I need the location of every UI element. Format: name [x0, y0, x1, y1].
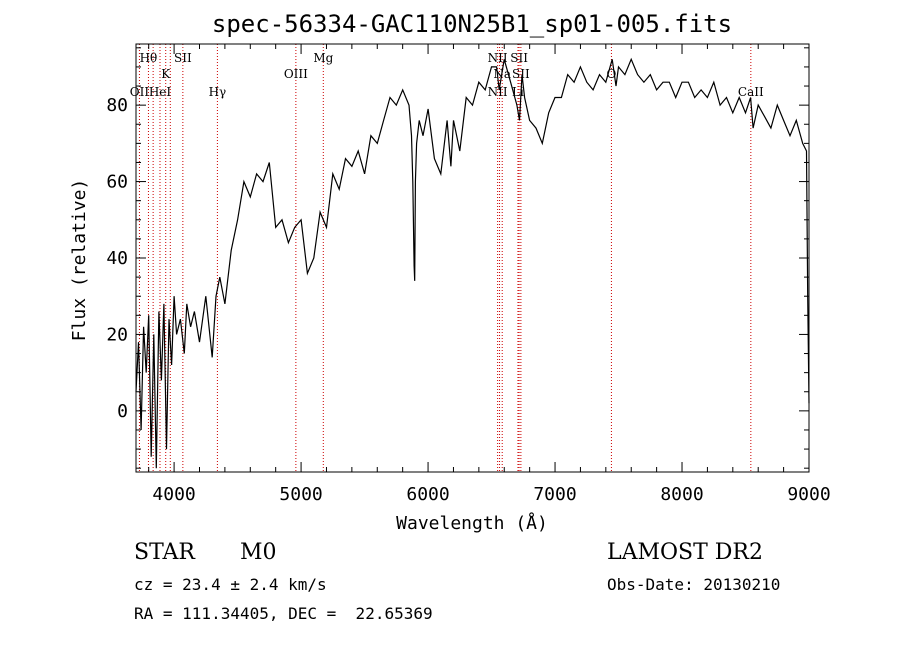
x-tick-label-5000: 5000: [279, 484, 322, 505]
x-tick-label-7000: 7000: [533, 484, 576, 505]
y-tick-label-80: 80: [106, 95, 128, 116]
observation-date: Obs-Date: 20130210: [607, 575, 781, 594]
line-label-9: NII: [488, 85, 508, 99]
x-tick-label-8000: 8000: [660, 484, 703, 505]
spectrum-line: [135, 57, 810, 469]
redshift-velocity: cz = 23.4 ± 2.4 km/s: [134, 575, 327, 594]
line-label-7: Mg: [313, 51, 333, 65]
line-label-10: SII: [510, 51, 528, 65]
plot-frame: [135, 43, 810, 473]
x-tick-label-9000: 9000: [787, 484, 830, 505]
line-label-15: CaII: [738, 85, 764, 99]
y-tick-label-0: 0: [117, 401, 128, 422]
x-tick-label-6000: 6000: [406, 484, 449, 505]
y-axis-label: Flux (relative): [69, 179, 90, 342]
line-label-1: OII: [130, 85, 150, 99]
x-tick-label-4000: 4000: [152, 484, 195, 505]
spectral-class: STAR: [134, 540, 195, 565]
line-label-14: O: [606, 67, 616, 81]
y-tick-label-20: 20: [106, 324, 128, 345]
chart-title: spec-56334-GAC110N25B1_sp01-005.fits: [212, 10, 732, 38]
line-label-12: SII: [512, 67, 530, 81]
line-label-3: HeI: [149, 85, 172, 99]
line-label-6: OIII: [284, 67, 308, 81]
line-label-13: Li: [512, 85, 524, 99]
x-axis-ticks: 4000 5000 6000 7000 8000 9000: [148, 44, 831, 505]
line-label-8: NII: [488, 51, 508, 65]
y-tick-label-60: 60: [106, 172, 128, 193]
line-label-2: K: [161, 67, 171, 81]
y-tick-label-40: 40: [106, 248, 128, 269]
spectral-subclass: M0: [240, 540, 277, 565]
survey-name: LAMOST DR2: [607, 540, 763, 565]
x-axis-label: Wavelength (Å): [396, 512, 548, 534]
y-axis-ticks: 0 20 40 60 80: [106, 47, 809, 469]
line-label-5: Hγ: [209, 85, 227, 99]
emission-line-markers: [138, 44, 752, 472]
line-label-4: SII: [174, 51, 192, 65]
sky-coordinates: RA = 111.34405, DEC = 22.65369: [134, 604, 433, 623]
line-label-0: Hθ: [140, 51, 158, 65]
